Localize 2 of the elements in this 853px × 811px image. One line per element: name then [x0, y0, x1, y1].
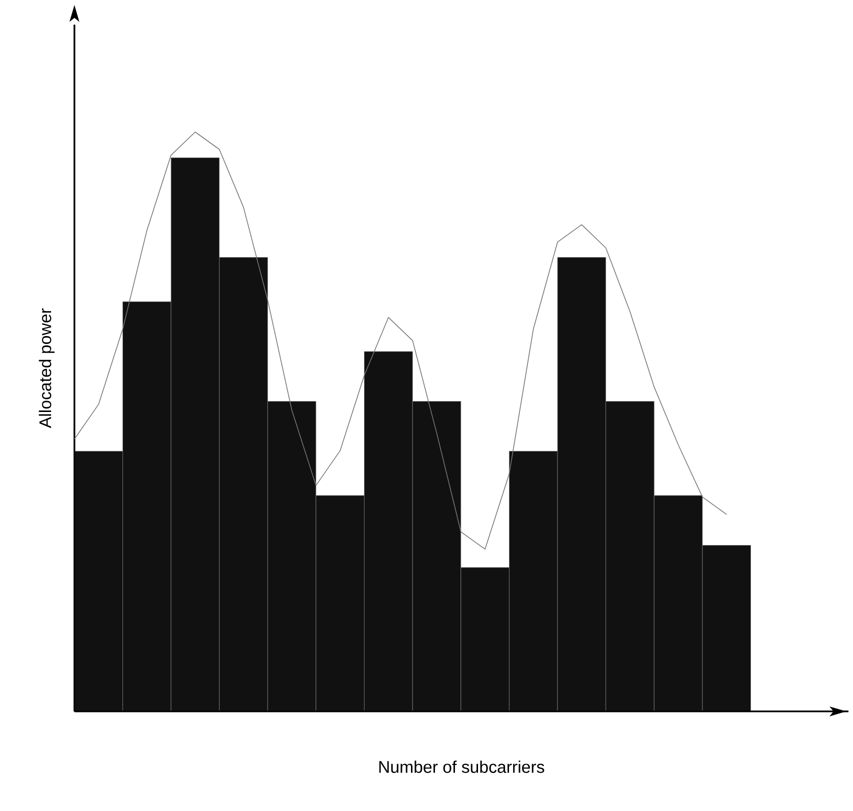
x-axis-title: Number of subcarriers: [379, 760, 544, 774]
y-axis-title: Allocated power: [38, 308, 55, 428]
